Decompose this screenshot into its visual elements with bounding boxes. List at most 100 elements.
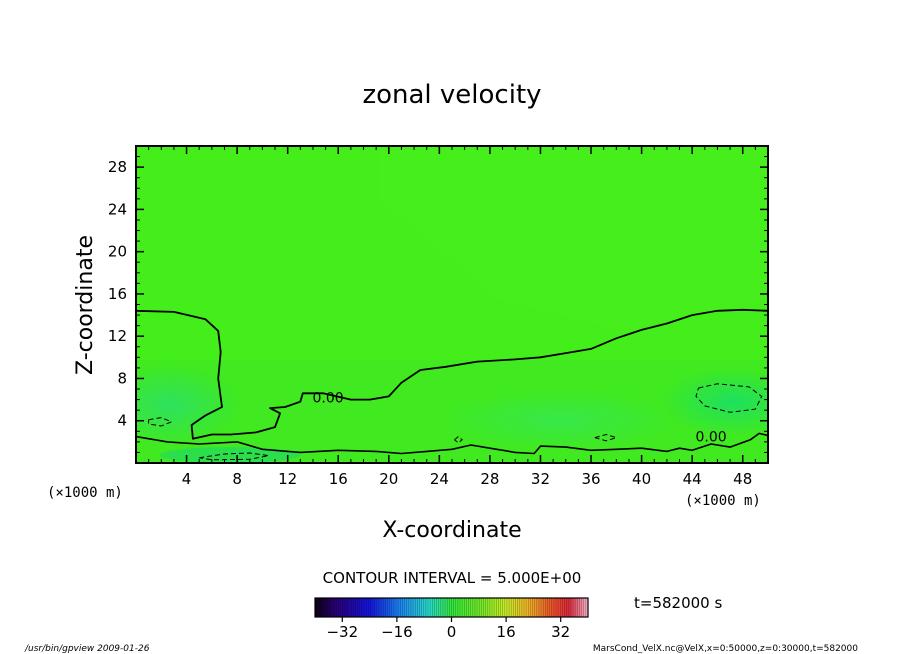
colorbar-cell [400, 598, 403, 617]
colorbar-cell [438, 598, 442, 617]
colorbar-cell [376, 598, 380, 617]
negative-contour-2 [594, 433, 618, 442]
zero-contour-upper [136, 308, 768, 440]
colorbar-cell [402, 598, 405, 617]
colorbar-cell [519, 598, 523, 617]
colorbar-cell [451, 598, 454, 617]
colorbar-cell [445, 598, 448, 617]
time-label: t=582000 s [634, 594, 722, 612]
contour-lines [136, 308, 768, 461]
colorbar-cell [524, 598, 527, 617]
colorbar-cell [492, 598, 495, 617]
chart-title: zonal velocity [362, 80, 541, 110]
colorbar-cell [485, 598, 489, 617]
colorbar-tick-label: −16 [381, 623, 413, 641]
colorbar-cell [470, 598, 474, 617]
colorbar-cell [547, 598, 550, 617]
x-tick-label: 36 [581, 470, 600, 488]
colorbar-cell [498, 598, 501, 617]
colorbar-cell [434, 598, 437, 617]
colorbar-cell [453, 598, 457, 617]
colorbar-cell [366, 598, 369, 617]
y-tick-label: 24 [108, 200, 127, 218]
y-tick-label: 20 [108, 243, 127, 261]
plot-area: 0.00 0.00 [136, 146, 768, 463]
colorbar-cell [581, 598, 585, 617]
negative-contour-3 [454, 435, 463, 444]
colorbar-cell [370, 598, 373, 617]
colorbar-cell [374, 598, 378, 617]
colorbar-cell [353, 598, 356, 617]
x-tick-label: 16 [329, 470, 348, 488]
negative-contour-0 [695, 383, 763, 413]
colorbar-cell [583, 598, 587, 617]
negative-contour-1 [148, 417, 173, 427]
colorbar-cell [521, 598, 525, 617]
colorbar-cell [483, 598, 486, 617]
colorbar-cell [368, 598, 371, 617]
colorbar-cell [417, 598, 420, 617]
colorbar-cell [457, 598, 461, 617]
footer-left: /usr/bin/gpview 2009-01-26 [24, 644, 150, 654]
contour-interval: CONTOUR INTERVAL = 5.000E+00 [323, 569, 582, 587]
colorbar-cell [556, 598, 559, 617]
field-blob-mid [440, 390, 680, 450]
colorbar [314, 598, 589, 617]
y-tick-label: 12 [108, 327, 127, 345]
colorbar-cell [428, 598, 431, 617]
colorbar-cell [338, 598, 341, 617]
colorbar-cell [323, 598, 326, 617]
colorbar-cell [466, 598, 469, 617]
x-axis-ticks: 4 8 12 16 20 24 28 32 36 40 44 48 [148, 146, 756, 488]
colorbar-cell [319, 598, 322, 617]
colorbar-cell [346, 598, 350, 617]
colorbar-cell [472, 598, 476, 617]
colorbar-cell [526, 598, 529, 617]
colorbar-cell [396, 598, 399, 617]
colorbar-cell [496, 598, 499, 617]
colorbar-cell [413, 598, 416, 617]
colorbar-cell [509, 598, 512, 617]
x-tick-label: 24 [430, 470, 449, 488]
colorbar-cell [489, 598, 493, 617]
zero-contour-lower [136, 432, 768, 455]
colorbar-cell [398, 598, 401, 617]
colorbar-cell [455, 598, 459, 617]
colorbar-cell [573, 598, 576, 617]
colorbar-cell [449, 598, 452, 617]
colorbar-cell [517, 598, 521, 617]
colorbar-cell [325, 598, 329, 617]
colorbar-cell [334, 598, 337, 617]
x-axis-unit-right: (×1000 m) [685, 493, 761, 509]
colorbar-cell [538, 598, 542, 617]
colorbar-cell [579, 598, 582, 617]
colorbar-cell [355, 598, 358, 617]
colorbar-cell [494, 598, 497, 617]
x-tick-label: 8 [232, 470, 242, 488]
x-tick-label: 40 [632, 470, 651, 488]
colorbar-cell [357, 598, 361, 617]
colorbar-cell [410, 598, 414, 617]
colorbar-cell [389, 598, 393, 617]
colorbar-cell [477, 598, 480, 617]
colorbar-cell [487, 598, 491, 617]
colorbar-cell [536, 598, 540, 617]
colorbar-cell [566, 598, 570, 617]
colorbar-cell [530, 598, 533, 617]
colorbar-cell [502, 598, 506, 617]
colorbar-tick-label: 0 [447, 623, 457, 641]
colorbar-cell [317, 598, 320, 617]
colorbar-cell [551, 598, 555, 617]
colorbar-cell [408, 598, 412, 617]
colorbar-cell [425, 598, 429, 617]
colorbar-cell [332, 598, 335, 617]
y-axis-ticks: 4 8 12 16 20 24 28 [108, 156, 768, 453]
field-shade-upper-left [136, 146, 380, 300]
colorbar-cell [532, 598, 535, 617]
negative-contour-4 [199, 452, 269, 461]
colorbar-cell [383, 598, 386, 617]
field-blob-right [662, 368, 768, 436]
colorbar-cell [568, 598, 572, 617]
x-axis-title: X-coordinate [382, 518, 521, 543]
